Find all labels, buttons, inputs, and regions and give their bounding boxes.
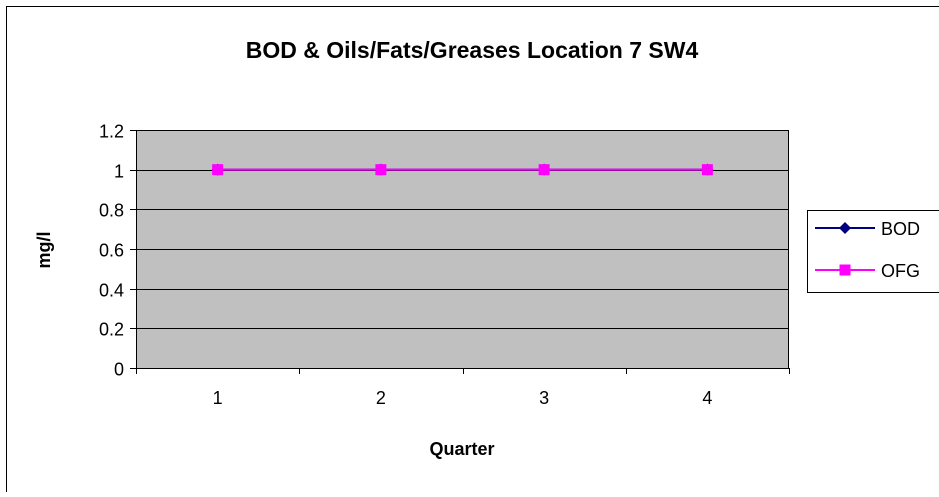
y-tick-label: 1.2 — [99, 122, 124, 142]
y-tick-label: 0.4 — [99, 281, 124, 301]
x-tick-label: 4 — [702, 388, 712, 408]
x-tick-label: 3 — [539, 388, 549, 408]
y-axis-title: mg/l — [34, 231, 54, 268]
legend-marker — [840, 265, 851, 276]
data-point — [212, 164, 223, 175]
x-tick-label: 2 — [376, 388, 386, 408]
plot-area: 0 0.2 0.4 0.6 0.8 1 1.2 1 2 3 4 — [99, 122, 790, 409]
chart-title: BOD & Oils/Fats/Greases Location 7 SW4 — [246, 37, 699, 63]
data-point — [375, 164, 386, 175]
data-point — [702, 164, 713, 175]
x-axis-title: Quarter — [429, 439, 494, 459]
legend-label: OFG — [881, 261, 920, 281]
x-tick-label: 1 — [213, 388, 223, 408]
y-tick-label: 0.6 — [99, 241, 124, 261]
legend-label: BOD — [881, 219, 920, 239]
legend: BOD OFG — [808, 211, 939, 293]
y-tick-label: 1 — [114, 162, 124, 182]
y-tick-label: 0.8 — [99, 201, 124, 221]
y-tick-label: 0 — [114, 360, 124, 380]
data-point — [539, 164, 550, 175]
y-tick-label: 0.2 — [99, 320, 124, 340]
